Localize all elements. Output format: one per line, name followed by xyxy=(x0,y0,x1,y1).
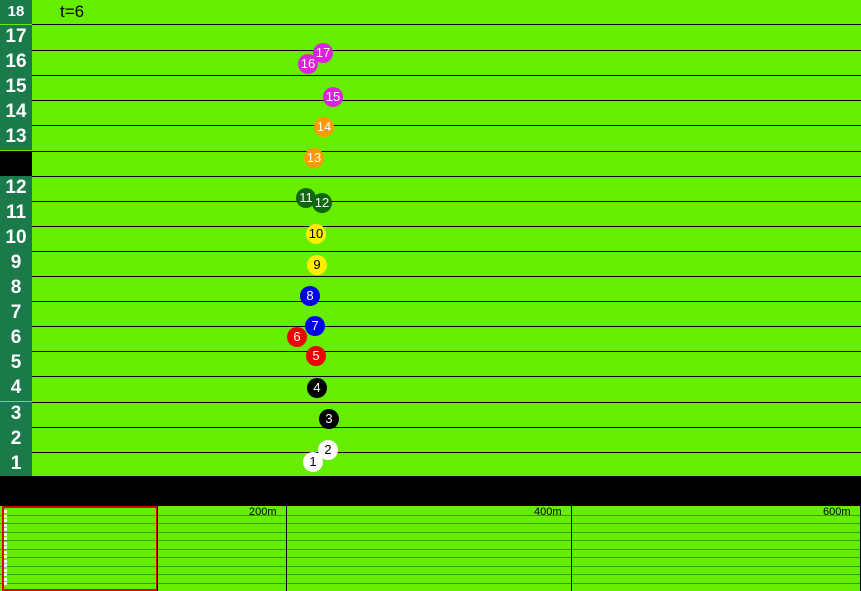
lane-divider xyxy=(32,452,861,453)
lane-divider xyxy=(32,75,861,76)
lane-label-10: 10 xyxy=(0,226,32,251)
lane-label-12: 12 xyxy=(0,176,32,201)
minimap-distance-line xyxy=(571,506,572,591)
lane-divider xyxy=(32,326,861,327)
horse-4: 4 xyxy=(307,378,327,398)
lane-divider xyxy=(32,226,861,227)
minimap-horse-dot xyxy=(4,519,7,522)
minimap-horse-dot xyxy=(4,528,7,531)
minimap-horse-dot xyxy=(4,514,7,518)
minimap-horse-dot xyxy=(4,573,7,576)
minimap-horse-dot xyxy=(4,523,7,527)
lane-label-16: 16 xyxy=(0,50,32,75)
lane-label-3: 3 xyxy=(0,402,32,427)
horse-8: 8 xyxy=(300,286,320,306)
minimap-distance-label: 200m xyxy=(249,506,277,518)
lane-divider xyxy=(32,151,861,152)
minimap-viewport[interactable] xyxy=(2,506,158,591)
horse-11: 11 xyxy=(296,188,316,208)
lane-label-15: 15 xyxy=(0,75,32,100)
minimap-distance-label: 600m xyxy=(823,506,851,518)
lane-label-top: 18 xyxy=(0,0,32,24)
horse-16: 16 xyxy=(298,54,318,74)
lane-label-11: 11 xyxy=(0,201,32,226)
minimap-horse-dot xyxy=(4,546,7,549)
lane-divider xyxy=(32,402,861,403)
horse-3: 3 xyxy=(319,409,339,429)
horse-6: 6 xyxy=(287,327,307,347)
minimap-horse-dot xyxy=(4,564,7,567)
lane-divider xyxy=(32,376,861,377)
lane-label-7: 7 xyxy=(0,301,32,326)
lane-label-14: 14 xyxy=(0,100,32,125)
minimap-lane-line xyxy=(0,523,861,524)
divider-band xyxy=(0,476,861,506)
horse-10: 10 xyxy=(306,224,326,244)
minimap-horse-dot xyxy=(4,559,7,563)
minimap-distance-line xyxy=(286,506,287,591)
minimap-lane-line xyxy=(0,557,861,558)
minimap-horse-dot xyxy=(4,532,7,536)
minimap-horse-dot xyxy=(4,550,7,554)
minimap-horse-dot xyxy=(4,537,7,540)
lane-divider xyxy=(32,125,861,126)
lane-label-9: 9 xyxy=(0,251,32,276)
minimap-lane-line xyxy=(0,540,861,541)
horse-14: 14 xyxy=(314,117,334,137)
lane-label-6: 6 xyxy=(0,326,32,351)
minimap-lane-line xyxy=(0,582,861,584)
lane-divider xyxy=(32,427,861,428)
lane-divider xyxy=(32,276,861,277)
lane-divider xyxy=(32,201,861,202)
minimap-start-line xyxy=(157,506,158,591)
minimap-lane-line xyxy=(0,565,861,567)
lane-divider xyxy=(32,50,861,51)
minimap-horse-dot xyxy=(4,582,7,585)
lane-divider xyxy=(32,100,861,101)
minimap-distance-label: 400m xyxy=(534,506,562,518)
lane-divider xyxy=(32,301,861,302)
minimap-horse-dot xyxy=(4,510,7,513)
minimap-horse-dot xyxy=(4,541,7,545)
minimap-lane-line xyxy=(0,574,861,575)
race-track: 18 t=6 17 16 15 14 13 12 11 10 9 8 7 6 5 4 3 2 1 17 16 15 14… xyxy=(0,0,861,478)
lane-label-4: 4 xyxy=(0,376,32,401)
horse-9: 9 xyxy=(307,255,327,275)
lane-label-8: 8 xyxy=(0,276,32,301)
lane-label-1: 1 xyxy=(0,452,32,477)
lane-label-5: 5 xyxy=(0,351,32,376)
race-timer: t=6 xyxy=(60,2,85,21)
minimap-lane-line xyxy=(0,514,861,516)
horse-7: 7 xyxy=(305,316,325,336)
minimap-horse-dot xyxy=(4,577,7,581)
lane-divider xyxy=(32,251,861,252)
horse-15: 15 xyxy=(323,87,343,107)
minimap-horse-dot xyxy=(4,555,7,558)
track-minimap[interactable]: 200m 400m 600m xyxy=(0,506,861,591)
lane-divider xyxy=(32,24,861,25)
lane-divider xyxy=(32,351,861,352)
horse-2: 2 xyxy=(318,440,338,460)
minimap-lane-line xyxy=(0,548,861,550)
horse-1: 1 xyxy=(303,452,323,472)
minimap-lane-line xyxy=(0,531,861,533)
horse-17: 17 xyxy=(313,43,333,63)
horse-5: 5 xyxy=(306,346,326,366)
lane-label-13: 13 xyxy=(0,125,32,150)
lane-label-2: 2 xyxy=(0,427,32,452)
lane-label-blank xyxy=(0,151,32,176)
lane-label-17: 17 xyxy=(0,25,32,50)
horse-13: 13 xyxy=(304,148,324,168)
lane-divider xyxy=(32,176,861,177)
horse-12: 12 xyxy=(312,193,332,213)
minimap-horse-dot xyxy=(4,568,7,572)
